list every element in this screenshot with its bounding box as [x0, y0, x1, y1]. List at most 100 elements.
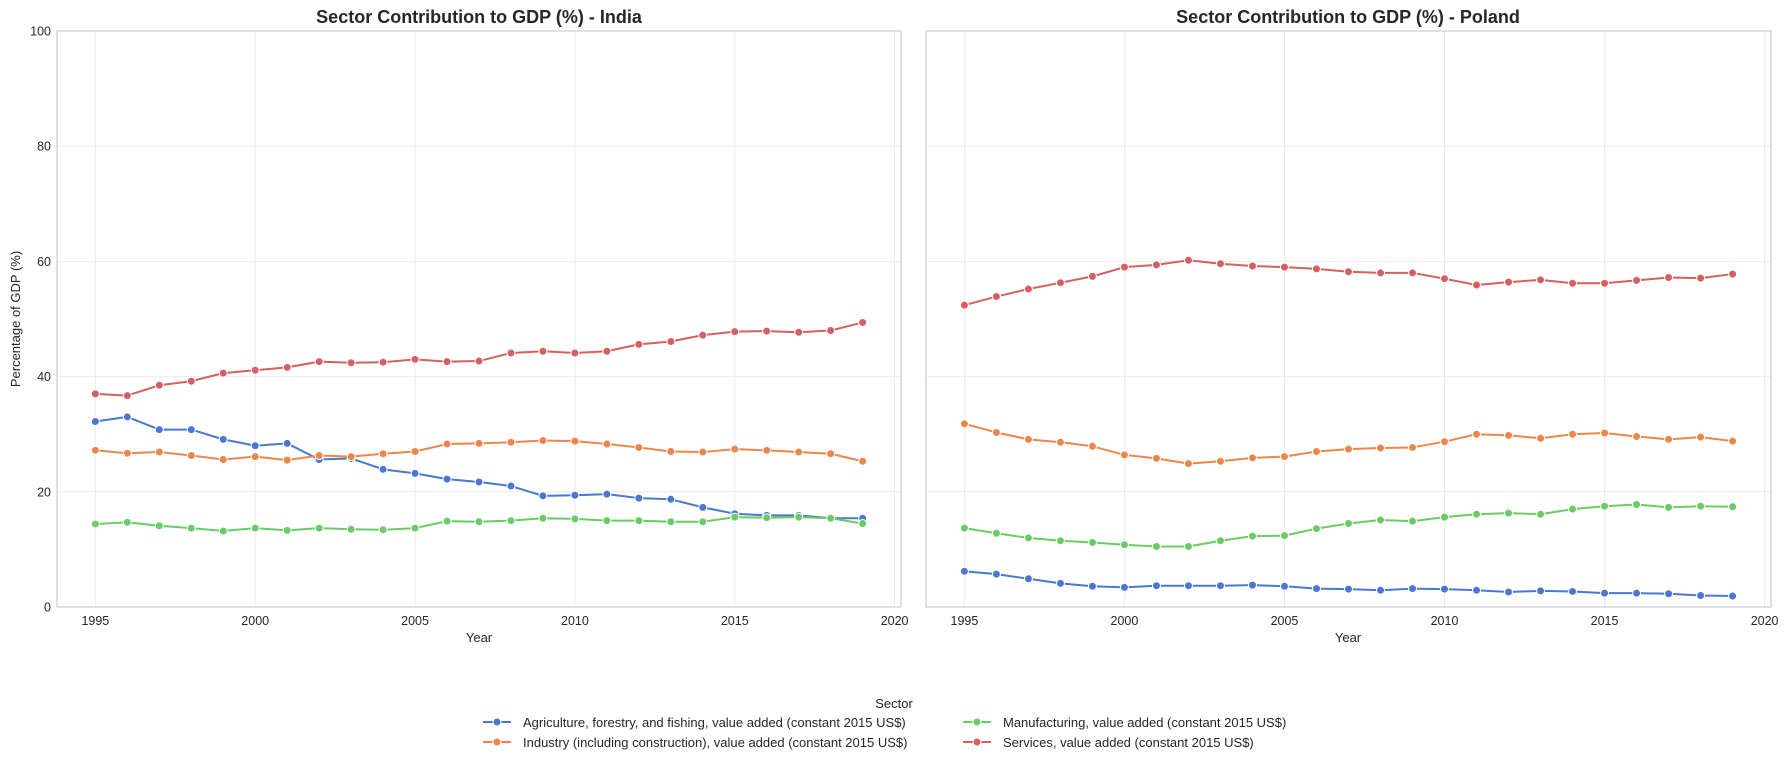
poland-manufacturing-value-added-point — [1376, 515, 1386, 525]
poland-industry-point — [1440, 437, 1450, 447]
poland-services-value-added-point — [1055, 278, 1065, 288]
legend-items: Agriculture, forestry, and fishing, valu… — [483, 715, 1286, 750]
poland-manufacturing-value-added-point — [1440, 512, 1450, 522]
india-agriculture-forestry-and-fishing-value-added-point — [154, 425, 164, 435]
india-services-value-added-point — [474, 356, 484, 366]
poland-agriculture-forestry-and-fishing-value-added-point — [1568, 586, 1578, 596]
poland-industry-point — [1632, 432, 1642, 442]
india-manufacturing-value-added-point — [314, 523, 324, 533]
poland-x-tick-label: 2010 — [1431, 614, 1459, 628]
india-manufacturing-value-added-point — [250, 523, 260, 533]
poland-manufacturing-value-added-point — [1504, 508, 1514, 518]
poland-industry-point — [1311, 446, 1321, 456]
india-agriculture-forestry-and-fishing-value-added-point — [410, 468, 420, 478]
india-agriculture-forestry-and-fishing-value-added-point — [378, 464, 388, 474]
india-x-tick-label: 2010 — [561, 614, 589, 628]
poland-agriculture-forestry-and-fishing-value-added-point — [1728, 591, 1738, 601]
legend-marker-swatch — [972, 717, 982, 727]
india-manufacturing-value-added-point — [90, 519, 100, 529]
poland-x-axis-label: Year — [1335, 630, 1362, 645]
india-panel: Sector Contribution to GDP (%) - India Y… — [8, 7, 909, 645]
india-services-value-added-point — [698, 330, 708, 340]
poland-industry-point — [1344, 444, 1353, 454]
india-services-value-added-point — [538, 346, 548, 356]
india-industry-point — [634, 442, 644, 452]
poland-services-value-added-point — [1728, 269, 1738, 279]
india-agriculture-forestry-and-fishing-value-added-point — [602, 489, 612, 499]
poland-manufacturing-value-added-point — [1600, 501, 1610, 511]
poland-services-value-added-point — [1408, 268, 1418, 278]
india-industry-point — [826, 449, 836, 459]
india-y-axis-label: Percentage of GDP (%) — [8, 251, 23, 387]
poland-manufacturing-value-added-point — [1568, 504, 1578, 514]
india-industry-point — [122, 448, 132, 458]
india-x-tick-label: 2020 — [881, 614, 909, 628]
poland-manufacturing-value-added-point — [1055, 536, 1065, 546]
india-services-value-added-point — [154, 380, 164, 390]
poland-industry-point — [1472, 429, 1482, 439]
india-x-tick-label: 1995 — [81, 614, 109, 628]
india-services-value-added-point — [282, 362, 292, 372]
india-chart-title: Sector Contribution to GDP (%) - India — [316, 7, 643, 27]
india-agriculture-forestry-and-fishing-value-added-point — [698, 502, 708, 512]
poland-agriculture-forestry-and-fishing-value-added-point — [1279, 581, 1289, 591]
poland-industry-point — [1119, 450, 1129, 460]
poland-agriculture-forestry-and-fishing-value-added-point — [1536, 586, 1546, 596]
poland-agriculture-forestry-and-fishing-value-added-point — [1632, 588, 1642, 598]
india-industry-point — [730, 444, 740, 454]
india-y-tick-label: 40 — [37, 370, 51, 384]
india-industry-point — [186, 451, 196, 461]
india-industry-point — [858, 456, 868, 466]
india-industry-point — [410, 446, 420, 456]
poland-agriculture-forestry-and-fishing-value-added-point — [1023, 574, 1033, 584]
poland-services-value-added-point — [1440, 274, 1450, 284]
poland-services-value-added-point — [1632, 275, 1642, 285]
poland-industry-point — [1664, 434, 1674, 444]
poland-grid — [926, 30, 1771, 608]
india-agriculture-forestry-and-fishing-value-added-point — [90, 417, 100, 427]
poland-x-tick-label: 2000 — [1111, 614, 1139, 628]
poland-services-value-added-point — [991, 292, 1001, 302]
poland-x-tick-label: 2015 — [1591, 614, 1619, 628]
india-services-value-added-point — [666, 336, 676, 346]
india-agriculture-forestry-and-fishing-value-added-point — [570, 490, 580, 500]
legend-marker-swatch — [972, 737, 982, 747]
india-manufacturing-value-added-point — [794, 512, 804, 522]
poland-agriculture-forestry-and-fishing-value-added-point — [1215, 581, 1225, 591]
india-agriculture-forestry-and-fishing-value-added-point — [442, 474, 452, 484]
legend: Sector Agriculture, forestry, and fishin… — [483, 696, 1286, 750]
india-services-value-added-point — [346, 358, 356, 368]
poland-x-tick-label: 2005 — [1271, 614, 1299, 628]
india-manufacturing-value-added-point — [218, 526, 228, 536]
india-series — [90, 317, 868, 536]
poland-agriculture-forestry-and-fishing-value-added-point — [1376, 585, 1386, 595]
poland-services-value-added-point — [1119, 262, 1129, 272]
legend-marker-swatch — [492, 717, 502, 727]
legend-label: Agriculture, forestry, and fishing, valu… — [523, 715, 906, 730]
india-manufacturing-value-added-point — [538, 513, 548, 523]
poland-services-value-added-point — [1183, 255, 1193, 265]
poland-agriculture-forestry-and-fishing-value-added-point — [1344, 584, 1353, 594]
india-industry-point — [250, 452, 260, 462]
legend-item: Agriculture, forestry, and fishing, valu… — [483, 715, 906, 730]
india-manufacturing-value-added-point — [506, 516, 516, 526]
poland-manufacturing-value-added-point — [1023, 533, 1033, 543]
poland-industry-point — [991, 427, 1001, 437]
poland-services-value-added-point — [1376, 268, 1386, 278]
india-industry-point — [570, 436, 580, 446]
india-industry-point — [762, 445, 772, 455]
india-services-value-added-point — [314, 357, 324, 367]
poland-manufacturing-value-added-point — [1408, 516, 1418, 526]
india-services-value-added-point — [506, 348, 516, 358]
india-agriculture-forestry-and-fishing-value-added-point — [218, 434, 228, 444]
poland-services-value-added-point — [1536, 275, 1546, 285]
india-agriculture-forestry-and-fishing-value-added-line — [95, 415, 863, 520]
poland-services-value-added-point — [1087, 271, 1097, 281]
poland-industry-point — [1247, 453, 1257, 463]
poland-plot-area — [925, 30, 1772, 608]
india-industry-point — [90, 445, 100, 455]
india-industry-point — [602, 439, 612, 449]
poland-industry-point — [1279, 452, 1289, 462]
legend-label: Services, value added (constant 2015 US$… — [1003, 735, 1254, 750]
